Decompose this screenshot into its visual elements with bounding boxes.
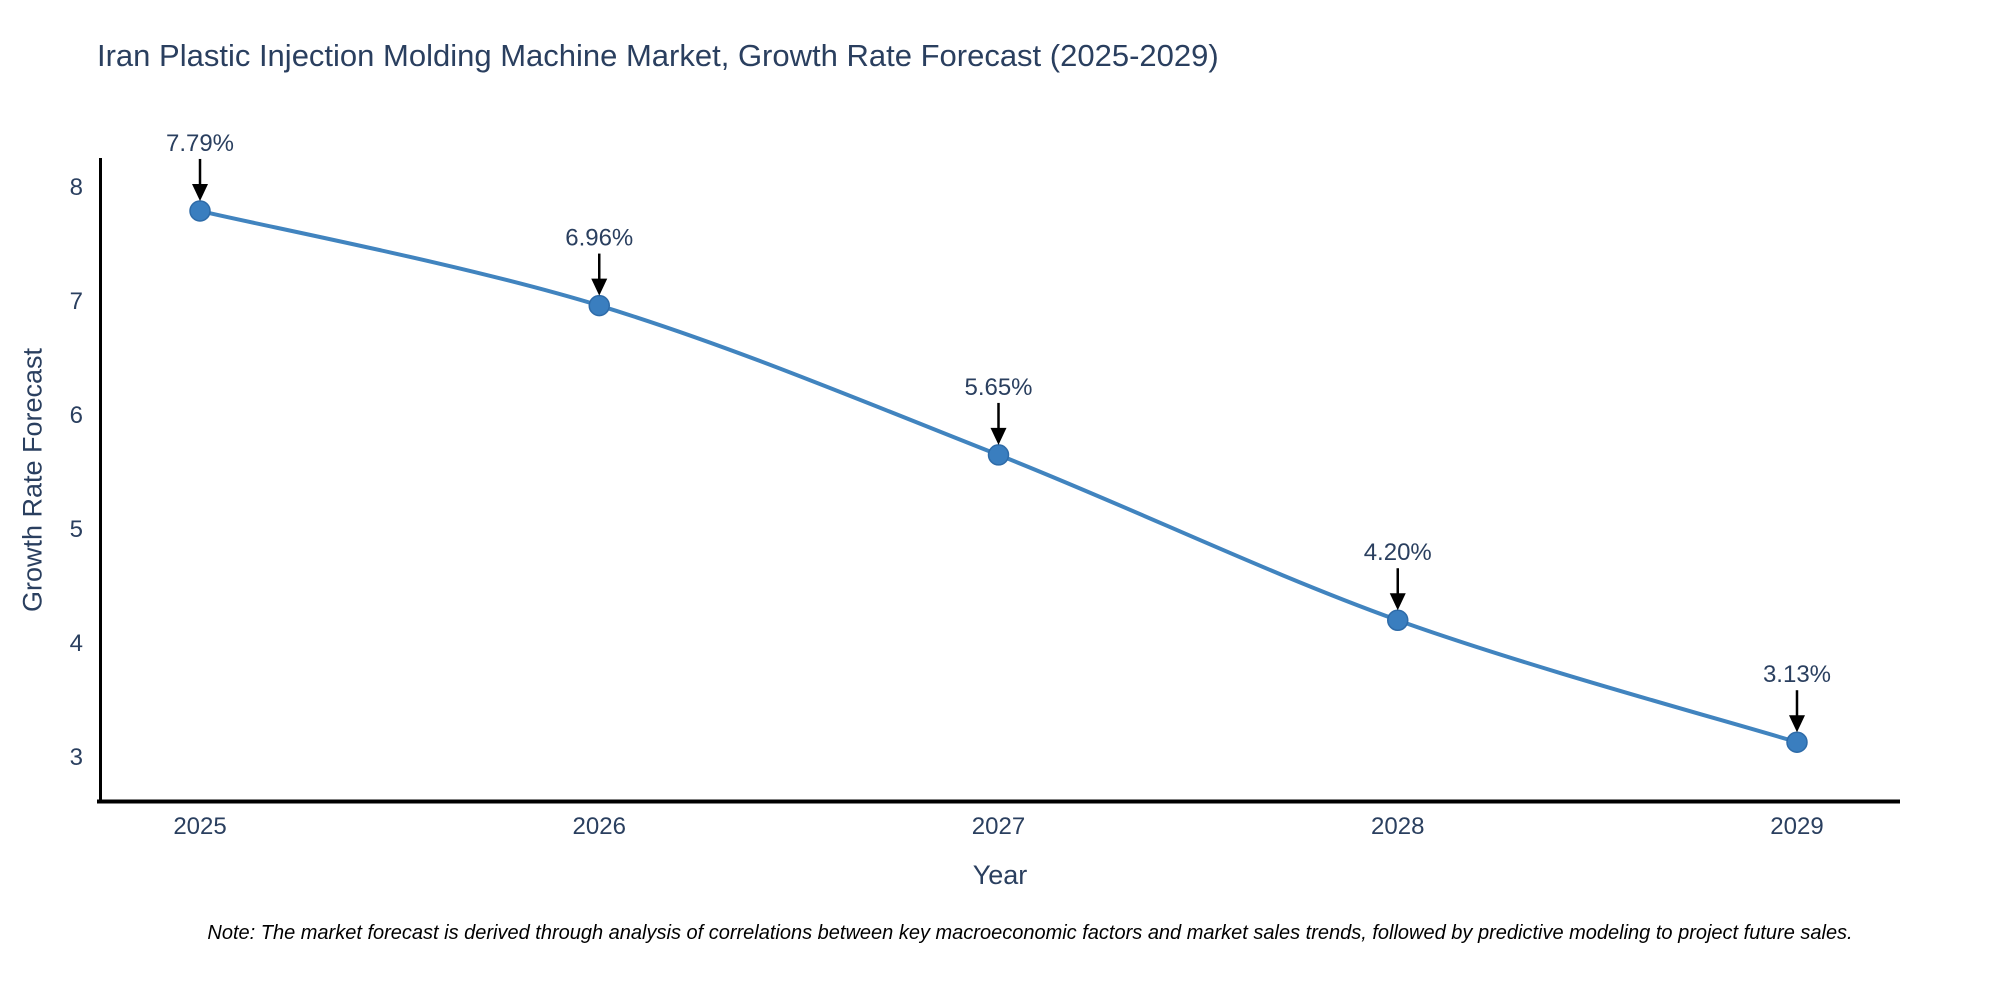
x-tick-label: 2029	[1770, 813, 1823, 840]
data-point-label: 3.13%	[1763, 661, 1831, 688]
data-point-label: 6.96%	[565, 225, 633, 252]
x-axis-title: Year	[972, 860, 1028, 890]
data-point-label: 7.79%	[166, 130, 234, 157]
data-point-label: 5.65%	[964, 374, 1032, 401]
annotation-arrowhead-icon	[1788, 715, 1805, 733]
data-point-marker	[1386, 609, 1409, 631]
x-tick-label: 2028	[1371, 813, 1424, 840]
annotation-arrowhead-icon	[192, 183, 209, 201]
y-tick-label: 4	[70, 630, 83, 657]
annotation-arrowhead-icon	[990, 427, 1007, 445]
footnote: Note: The market forecast is derived thr…	[207, 922, 1853, 944]
growth-rate-line	[199, 209, 1798, 745]
data-point-marker	[189, 200, 211, 222]
y-tick-label: 7	[70, 288, 83, 315]
chart-title: Iran Plastic Injection Molding Machine M…	[97, 38, 1219, 73]
y-tick-label: 5	[70, 516, 83, 543]
annotation-arrowhead-icon	[1389, 593, 1406, 611]
y-tick-label: 8	[70, 174, 83, 201]
x-tick-label: 2027	[972, 813, 1025, 840]
y-tick-label: 6	[70, 402, 83, 429]
y-tick-label: 3	[70, 744, 83, 771]
data-point-marker	[987, 444, 1010, 466]
data-point-label: 4.20%	[1364, 539, 1432, 566]
x-tick-label: 2025	[173, 813, 226, 840]
annotation-arrowhead-icon	[591, 278, 608, 296]
data-point-marker	[1786, 731, 1808, 753]
data-point-marker	[588, 294, 611, 317]
x-tick-label: 2026	[573, 813, 626, 840]
